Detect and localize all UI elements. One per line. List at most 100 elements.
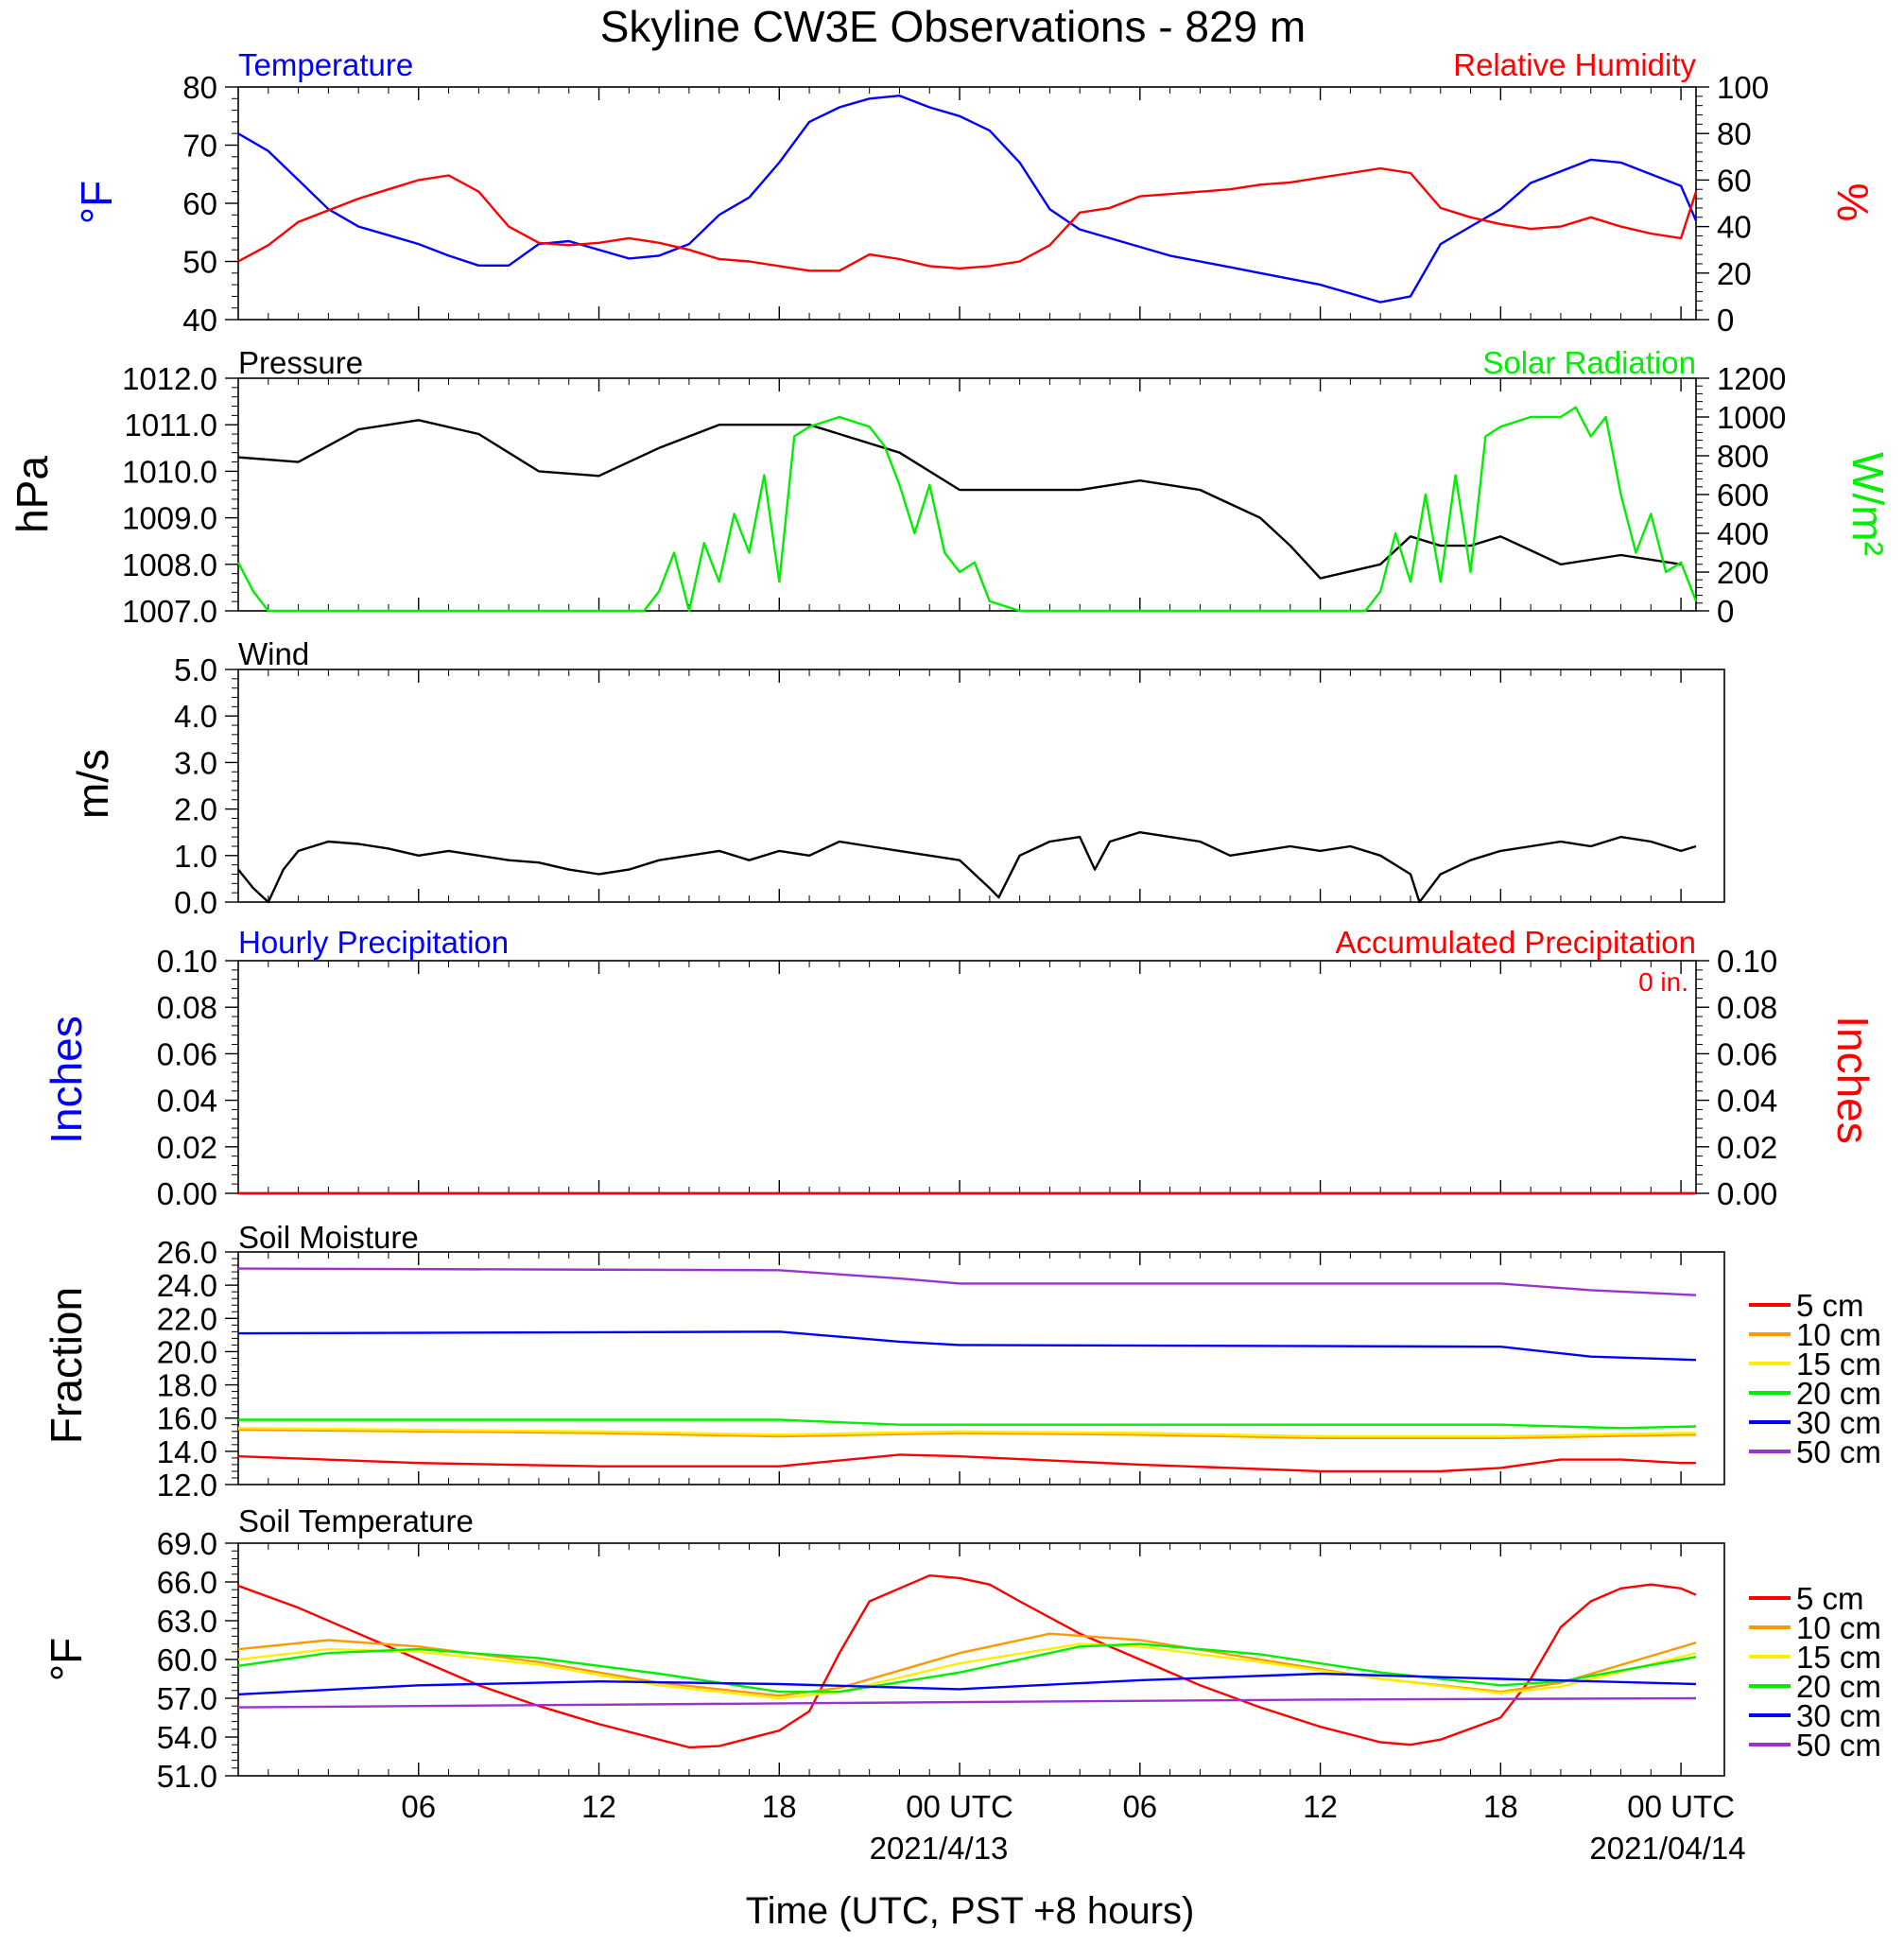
precip-panel-frame	[237, 960, 1697, 1194]
soil-temperature-panel-title: Soil Temperature	[238, 1503, 474, 1538]
soil_temperature-left-y-tick-label: 63.0	[157, 1604, 217, 1639]
temperature-left-y-tick-label: 80	[182, 70, 217, 105]
pressure-left-y-tick-label: 1009.0	[122, 501, 217, 536]
temperature-right-y-tick-label: 0	[1717, 303, 1734, 338]
humidity-panel-title: Relative Humidity	[1453, 47, 1696, 82]
temperature-panel-title: Temperature	[238, 47, 413, 82]
precip-left-y-tick-label: 0.10	[157, 944, 217, 979]
x-axis-date-2: 2021/04/14	[1589, 1831, 1745, 1866]
soil-moisture-legend-label: 20 cm	[1796, 1376, 1881, 1411]
pressure-left-y-tick-label: 1007.0	[122, 594, 217, 629]
wind-unit-label: m/s	[68, 749, 117, 819]
soil_moisture-left-y-tick-label: 18.0	[157, 1368, 217, 1403]
pressure-solar-radiation-line	[236, 406, 1698, 613]
soil-moisture-legend-label: 5 cm	[1796, 1288, 1864, 1323]
hourly-precip-panel-title: Hourly Precipitation	[238, 925, 509, 960]
soil_temperature-20-cm-line	[237, 1642, 1697, 1694]
hourly-precip-unit-label: Inches	[42, 1016, 91, 1144]
precip-right-y-tick-label: 0.02	[1717, 1130, 1777, 1165]
temperature-left-y-tick-label: 40	[182, 303, 217, 338]
soil_temperature-50-cm-line	[237, 1696, 1697, 1709]
pressure-left-y-tick-label: 1012.0	[122, 361, 217, 396]
soil-moisture-legend-label: 30 cm	[1796, 1405, 1881, 1440]
precip-right-y-tick-label: 0.10	[1717, 944, 1777, 979]
x-tick-label: 18	[762, 1789, 797, 1824]
temperature-panel-frame	[237, 86, 1697, 321]
temperature-temperature-line	[237, 95, 1698, 304]
soil_moisture-10-cm-line	[237, 1428, 1696, 1439]
precip-left-y-tick-label: 0.06	[157, 1036, 217, 1071]
pressure-right-y-tick-label: 600	[1717, 478, 1769, 513]
soil_moisture-left-y-tick-label: 24.0	[157, 1268, 217, 1303]
soil_moisture-left-y-tick-label: 12.0	[157, 1468, 217, 1503]
pressure-left-y-tick-label: 1011.0	[125, 408, 217, 443]
pressure-panel-frame	[237, 377, 1697, 612]
chart-title: Skyline CW3E Observations - 829 m	[600, 2, 1307, 51]
soil-moisture-legend-label: 10 cm	[1796, 1317, 1881, 1352]
temperature-right-y-tick-label: 80	[1717, 116, 1752, 151]
soil-temperature-legend-label: 50 cm	[1796, 1728, 1881, 1763]
soil_moisture-15-cm-line	[237, 1427, 1696, 1438]
x-tick-label: 12	[581, 1789, 616, 1824]
temperature-relative-humidity-line	[237, 166, 1698, 272]
soil-temperature-legend-label: 20 cm	[1796, 1669, 1881, 1704]
pressure-pressure-line	[237, 419, 1682, 580]
wind-left-y-tick-label: 1.0	[174, 839, 217, 874]
soil-temperature-legend-label: 10 cm	[1796, 1610, 1881, 1645]
soil_temperature-left-y-tick-label: 51.0	[157, 1759, 217, 1794]
soil_moisture-5-cm-line	[237, 1453, 1696, 1473]
wind-left-y-tick-label: 4.0	[174, 699, 217, 734]
soil_temperature-left-y-tick-label: 66.0	[157, 1565, 217, 1600]
precip-left-y-tick-label: 0.04	[157, 1084, 217, 1119]
precip-right-y-tick-label: 0.04	[1717, 1084, 1777, 1119]
accum-precip-panel-title: Accumulated Precipitation	[1335, 925, 1696, 960]
pressure-right-y-tick-label: 0	[1717, 594, 1734, 629]
precip-right-y-tick-label: 0.08	[1717, 990, 1777, 1025]
soil_moisture-left-y-tick-label: 16.0	[157, 1401, 217, 1436]
humidity-unit-label: %	[1828, 183, 1878, 222]
pressure-right-y-tick-label: 1200	[1717, 361, 1786, 396]
precip-left-y-tick-label: 0.08	[157, 990, 217, 1025]
soil-moisture-legend-label: 50 cm	[1796, 1434, 1881, 1469]
x-tick-label: 06	[1122, 1789, 1157, 1824]
soil_temperature-left-y-tick-label: 57.0	[157, 1681, 217, 1716]
plot-panels: 80706050401008060402001012.01011.01010.0…	[122, 70, 1786, 1824]
temperature-left-y-tick-label: 50	[182, 245, 217, 280]
pressure-left-y-tick-label: 1008.0	[122, 547, 217, 582]
wind-left-y-tick-label: 2.0	[174, 792, 217, 827]
soil-temperature-unit-label: °F	[42, 1638, 91, 1682]
x-tick-label: 06	[401, 1789, 436, 1824]
pressure-right-y-tick-label: 200	[1717, 555, 1769, 590]
accum-precip-unit-label: Inches	[1828, 1016, 1878, 1144]
soil-temperature-legend-label: 15 cm	[1796, 1640, 1881, 1675]
x-tick-label: 00 UTC	[906, 1789, 1013, 1824]
wind-left-y-tick-label: 3.0	[174, 745, 217, 780]
x-axis-date-1: 2021/4/13	[870, 1831, 1009, 1866]
wind-panel-frame	[237, 669, 1725, 903]
soil_temperature-left-y-tick-label: 69.0	[157, 1526, 217, 1561]
soil_moisture-30-cm-line	[237, 1330, 1697, 1362]
soil_temperature-5-cm-line	[237, 1574, 1697, 1749]
x-axis-label: Time (UTC, PST +8 hours)	[746, 1890, 1195, 1932]
x-tick-label: 12	[1303, 1789, 1338, 1824]
temperature-right-y-tick-label: 20	[1717, 256, 1752, 291]
soil_moisture-left-y-tick-label: 26.0	[157, 1235, 217, 1270]
precip-total-label: 0 in.	[1638, 967, 1688, 997]
temperature-right-y-tick-label: 60	[1717, 163, 1752, 198]
soil_temperature-15-cm-line	[237, 1642, 1697, 1700]
precip-right-y-tick-label: 0.06	[1717, 1036, 1777, 1071]
soil-temperature-legend-label: 5 cm	[1796, 1581, 1864, 1616]
soil_moisture-left-y-tick-label: 22.0	[157, 1301, 217, 1336]
wind-panel-title: Wind	[238, 636, 309, 671]
soil_moisture-panel-frame	[237, 1251, 1725, 1486]
soil_moisture-50-cm-line	[237, 1267, 1697, 1296]
pressure-panel-title: Pressure	[238, 345, 363, 380]
soil_temperature-left-y-tick-label: 60.0	[157, 1642, 217, 1677]
soil-moisture-panel-title: Soil Moisture	[238, 1220, 419, 1255]
wind-wind-speed-line	[237, 831, 1697, 904]
soil_temperature-left-y-tick-label: 54.0	[157, 1720, 217, 1755]
soil_moisture-left-y-tick-label: 14.0	[157, 1434, 217, 1469]
soil-moisture-unit-label: Fraction	[42, 1287, 91, 1444]
